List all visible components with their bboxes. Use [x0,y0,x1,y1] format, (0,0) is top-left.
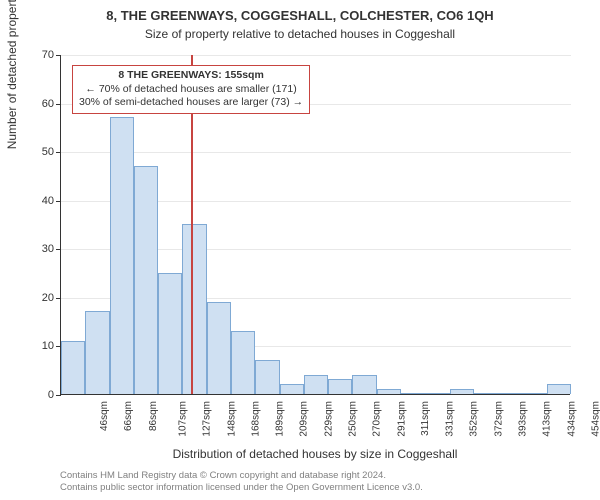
x-tick-label: 434sqm [566,401,577,437]
y-tick-mark [56,55,61,56]
annotation-box: 8 THE GREENWAYS: 155sqm ← 70% of detache… [72,65,310,114]
x-tick-label: 311sqm [420,401,431,436]
histogram-bar [425,393,449,394]
x-tick-label: 372sqm [493,401,504,437]
footer-line-2: Contains public sector information licen… [60,482,423,494]
x-tick-label: 229sqm [323,401,334,437]
x-tick-label: 127sqm [202,401,213,437]
x-tick-label: 189sqm [275,401,286,437]
y-tick-label: 50 [24,146,54,158]
chart-title: 8, THE GREENWAYS, COGGESHALL, COLCHESTER… [0,0,600,25]
histogram-bar [85,311,109,394]
y-tick-mark [56,395,61,396]
annotation-line-smaller: ← 70% of detached houses are smaller (17… [79,83,303,97]
histogram-bar [231,331,255,394]
gridline [61,152,571,153]
x-tick-label: 270sqm [372,401,383,437]
x-tick-label: 148sqm [226,401,237,437]
y-tick-label: 70 [24,49,54,61]
x-tick-label: 168sqm [250,401,261,437]
histogram-bar [158,273,182,394]
histogram-bar [134,166,158,394]
x-tick-label: 413sqm [542,401,553,437]
histogram-bar [182,224,206,394]
y-axis-label: Number of detached properties [5,0,19,149]
y-tick-label: 40 [24,195,54,207]
annotation-line-larger: 30% of semi-detached houses are larger (… [79,96,303,110]
histogram-bar [377,389,401,394]
x-tick-label: 66sqm [123,401,134,431]
x-tick-label: 86sqm [148,401,159,431]
y-tick-label: 30 [24,243,54,255]
plot-wrap: Number of detached properties Distributi… [60,55,570,395]
x-axis-label: Distribution of detached houses by size … [60,447,570,461]
histogram-bar [207,302,231,394]
chart-container: 8, THE GREENWAYS, COGGESHALL, COLCHESTER… [0,0,600,500]
x-tick-label: 209sqm [299,401,310,437]
histogram-bar [328,379,352,394]
annotation-title: 8 THE GREENWAYS: 155sqm [79,69,303,83]
histogram-bar [401,393,425,394]
y-tick-mark [56,201,61,202]
histogram-bar [352,375,376,394]
histogram-bar [474,393,498,394]
histogram-bar [255,360,279,394]
histogram-bar [450,389,474,394]
y-tick-label: 10 [24,340,54,352]
x-tick-label: 393sqm [518,401,529,437]
y-tick-mark [56,249,61,250]
x-tick-label: 331sqm [445,401,456,437]
gridline [61,55,571,56]
chart-subtitle: Size of property relative to detached ho… [0,27,600,41]
y-tick-label: 0 [24,389,54,401]
y-tick-mark [56,104,61,105]
histogram-bar [280,384,304,394]
x-tick-label: 107sqm [178,401,189,437]
x-tick-label: 291sqm [396,401,407,437]
histogram-bar [110,117,134,394]
x-tick-label: 46sqm [99,401,110,431]
x-tick-label: 454sqm [590,401,600,437]
footer-line-1: Contains HM Land Registry data © Crown c… [60,470,423,482]
histogram-bar [61,341,85,394]
histogram-bar [547,384,571,394]
y-tick-label: 60 [24,98,54,110]
histogram-bar [304,375,328,394]
histogram-bar [522,393,546,394]
y-tick-label: 20 [24,292,54,304]
footer: Contains HM Land Registry data © Crown c… [60,470,423,494]
x-tick-label: 250sqm [348,401,359,437]
x-tick-label: 352sqm [469,401,480,437]
y-tick-mark [56,152,61,153]
histogram-bar [498,393,522,394]
y-tick-mark [56,298,61,299]
